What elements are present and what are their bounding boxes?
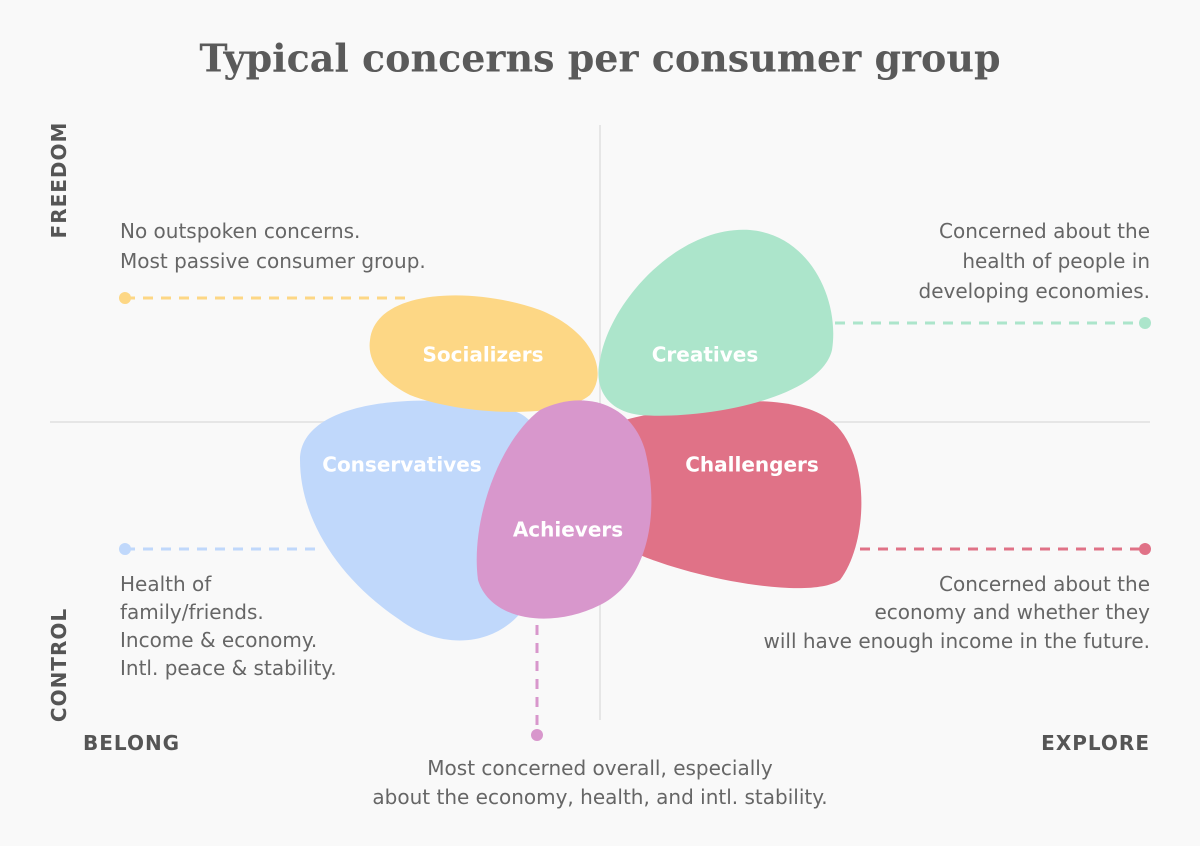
concern-line: family/friends. [120, 600, 264, 624]
concern-line: about the economy, health, and intl. sta… [372, 785, 827, 809]
concern-line: Intl. peace & stability. [120, 656, 337, 680]
concern-line: developing economies. [919, 279, 1150, 303]
axis-label-top: FREEDOM [47, 122, 71, 239]
leader-dot [531, 729, 543, 741]
blob-socializers [369, 295, 598, 412]
group-label: Achievers [513, 518, 623, 542]
concern-line: Most concerned overall, especially [427, 756, 773, 780]
blob-achievers [476, 400, 652, 619]
concern-line: Health of [120, 572, 212, 596]
leader-dot [1139, 317, 1151, 329]
concern-line: Most passive consumer group. [120, 249, 426, 273]
group-label: Conservatives [322, 453, 481, 477]
concern-line: economy and whether they [874, 600, 1150, 624]
concern-line: No outspoken concerns. [120, 219, 360, 243]
concern-line: Income & economy. [120, 628, 317, 652]
leader-dot [119, 292, 131, 304]
axis-label-right: EXPLORE [1041, 731, 1150, 755]
concern-line: will have enough income in the future. [764, 629, 1151, 653]
concern-line: health of people in [962, 249, 1150, 273]
group-label: Socializers [422, 343, 543, 367]
blob-creatives [598, 229, 834, 416]
title: Typical concerns per consumer group [199, 36, 1000, 81]
concern-line: Concerned about the [939, 572, 1150, 596]
group-label: Creatives [652, 343, 759, 367]
leader-dot [119, 543, 131, 555]
leader-dot [1139, 543, 1151, 555]
axis-label-left: BELONG [83, 731, 180, 755]
axis-label-bottom: CONTROL [47, 608, 71, 722]
concern-line: Concerned about the [939, 219, 1150, 243]
blob-challengers [615, 401, 862, 589]
group-label: Challengers [685, 453, 819, 477]
